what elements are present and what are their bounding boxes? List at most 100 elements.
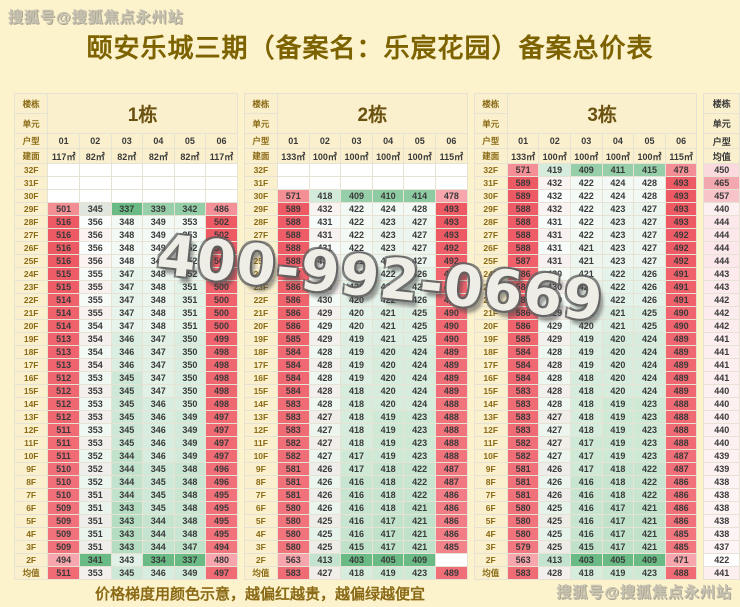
avg-price-cell: 444 (703, 215, 740, 229)
unit-number: 03 (570, 133, 603, 149)
price-cell (308, 163, 342, 177)
price-cell: 428 (633, 189, 666, 203)
building-table-3: 楼栋 3栋 单元 户型 01 02 03 04 05 06 建面 133㎡ 100㎡ 100㎡ 100㎡ 10… (473, 93, 698, 580)
floor-label: 31F (13, 176, 49, 190)
price-cell: 421 (403, 514, 436, 528)
price-cell: 348 (173, 475, 207, 489)
price-cell: 426 (308, 488, 342, 502)
price-cell: 345 (110, 566, 144, 580)
price-cell: 420 (601, 371, 635, 385)
price-cell: 418 (371, 488, 405, 502)
price-cell: 580 (276, 501, 310, 515)
price-cell: 490 (664, 319, 698, 333)
price-cell: 344 (142, 540, 175, 554)
price-cell: 424 (633, 371, 666, 385)
price-cell: 354 (79, 345, 112, 359)
house-type-row-label: 户型 (473, 133, 508, 149)
price-cell: 339 (142, 202, 175, 216)
price-cell: 423 (601, 241, 635, 255)
price-cell: 351 (79, 501, 112, 515)
price-cell: 425 (538, 501, 571, 515)
price-cell: 409 (570, 163, 603, 177)
price-cell: 418 (601, 488, 635, 502)
price-cell: 580 (506, 527, 540, 541)
unit-row-label: 单元 (473, 113, 508, 134)
price-cell: 341 (79, 553, 112, 567)
price-cell: 349 (173, 566, 207, 580)
unit-number: 05 (173, 133, 207, 149)
price-cell: 502 (205, 215, 238, 229)
price-cell: 420 (371, 345, 405, 359)
price-cell: 494 (47, 553, 81, 567)
price-cell: 583 (276, 566, 310, 580)
floor-label: 19F (13, 332, 49, 346)
price-cell: 424 (633, 384, 666, 398)
avg-price-cell: 441 (703, 358, 740, 372)
price-cell: 348 (142, 319, 175, 333)
price-cell: 427 (538, 436, 571, 450)
unit-number: 02 (79, 133, 112, 149)
avg-column-header: 均值 (703, 148, 740, 164)
price-cell: 416 (570, 488, 603, 502)
price-cell: 423 (633, 566, 666, 580)
price-cell: 353 (79, 384, 112, 398)
price-cell (173, 176, 207, 190)
price-cell: 489 (664, 358, 698, 372)
price-cell: 425 (633, 306, 666, 320)
price-cell: 345 (110, 384, 144, 398)
price-cell: 419 (371, 410, 405, 424)
price-cell: 346 (142, 449, 175, 463)
price-cell: 427 (308, 410, 342, 424)
floor-label: 12F (473, 423, 508, 437)
price-cell: 346 (110, 345, 144, 359)
floor-label: 32F (473, 163, 508, 177)
price-cell: 418 (570, 423, 603, 437)
price-cell: 497 (205, 410, 238, 424)
area-row-label: 建面 (243, 148, 278, 164)
price-cell: 509 (47, 527, 81, 541)
price-cell (403, 163, 436, 177)
price-cell: 424 (633, 332, 666, 346)
price-cell: 582 (506, 449, 540, 463)
price-cell: 498 (205, 371, 238, 385)
price-cell: 416 (340, 475, 373, 489)
price-cell (47, 176, 81, 190)
price-cell (205, 189, 238, 203)
price-cell: 418 (340, 410, 373, 424)
price-cell: 414 (403, 189, 436, 203)
unit-area: 82㎡ (79, 148, 112, 164)
floor-label: 4F (473, 527, 508, 541)
price-cell: 418 (371, 462, 405, 476)
price-cell (142, 189, 175, 203)
price-cell: 348 (142, 306, 175, 320)
price-cell: 501 (47, 202, 81, 216)
price-cell: 584 (276, 345, 310, 359)
price-cell: 419 (538, 163, 571, 177)
avg-price-cell: 440 (703, 397, 740, 411)
price-cell: 492 (664, 241, 698, 255)
avg-price-cell: 441 (703, 566, 740, 580)
price-cell (403, 176, 436, 190)
avg-price-cell: 440 (703, 384, 740, 398)
price-cell: 511 (47, 423, 81, 437)
price-cell: 418 (371, 475, 405, 489)
price-cell: 486 (205, 202, 238, 216)
price-cell: 420 (570, 280, 603, 294)
unit-area: 100㎡ (340, 148, 373, 164)
price-cell: 419 (371, 449, 405, 463)
price-cell: 489 (435, 358, 468, 372)
price-cell: 497 (205, 566, 238, 580)
floor-label: 2F (243, 553, 278, 567)
building-table-2: 楼栋 2栋 单元 户型 01 02 03 04 05 06 建面 133㎡ 100㎡ 100㎡ 100㎡ 10… (243, 93, 468, 580)
price-cell: 347 (142, 332, 175, 346)
price-cell: 493 (664, 176, 698, 190)
price-cell: 489 (435, 384, 468, 398)
price-cell: 512 (47, 384, 81, 398)
price-cell: 419 (570, 345, 603, 359)
price-cell: 425 (403, 319, 436, 333)
price-cell: 427 (308, 423, 342, 437)
price-cell: 423 (403, 566, 436, 580)
price-cell: 421 (633, 527, 666, 541)
price-cell: 343 (110, 540, 144, 554)
price-cell: 571 (506, 163, 540, 177)
